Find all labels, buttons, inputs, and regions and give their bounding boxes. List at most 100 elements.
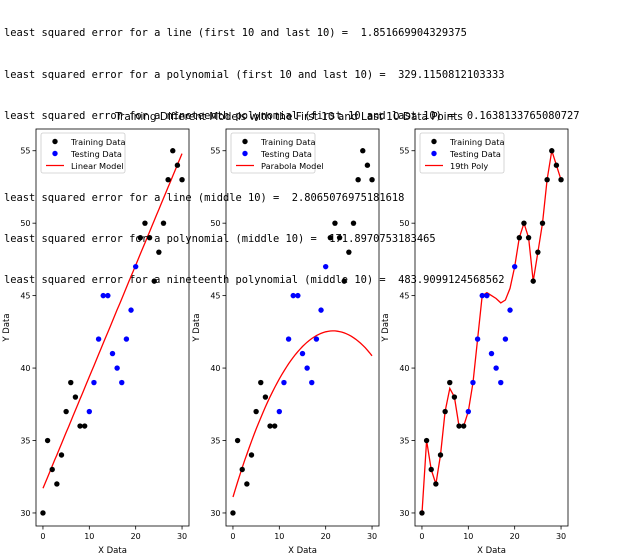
x-axis-label: X Data xyxy=(477,546,506,556)
x-tick-label: 30 xyxy=(367,532,377,541)
legend-label: Parabola Model xyxy=(261,161,324,171)
y-tick-label: 30 xyxy=(399,509,409,518)
training-point xyxy=(423,437,430,444)
y-tick-label: 30 xyxy=(20,509,30,518)
y-tick-label: 45 xyxy=(20,292,30,301)
legend-label: Testing Data xyxy=(449,149,501,159)
legend-label: Training Data xyxy=(449,137,504,147)
training-point xyxy=(248,452,255,458)
training-point xyxy=(156,249,162,255)
training-point xyxy=(151,278,157,284)
y-tick-label: 40 xyxy=(210,364,220,373)
output-line: least squared error for a line (first 10… xyxy=(4,27,467,40)
training-point xyxy=(451,394,458,400)
model-curve xyxy=(42,153,183,489)
training-point xyxy=(54,481,60,487)
training-point xyxy=(244,481,250,487)
x-tick-label: 0 xyxy=(419,532,424,541)
training-point xyxy=(49,466,55,473)
testing-point xyxy=(484,292,490,299)
testing-point xyxy=(474,336,481,342)
console-output: least squared error for a line (first 10… xyxy=(4,0,580,301)
testing-point xyxy=(295,292,301,299)
y-tick-label: 35 xyxy=(20,437,30,446)
output-line: least squared error for a polynomial (mi… xyxy=(4,232,436,245)
training-point xyxy=(442,408,448,415)
figure-title: Training Different Models with the First… xyxy=(114,111,463,123)
legend-label: Testing Data xyxy=(70,149,122,159)
legend-marker xyxy=(431,150,437,157)
training-point xyxy=(160,220,167,226)
testing-point xyxy=(285,336,292,342)
legend xyxy=(230,132,316,174)
training-point xyxy=(253,408,259,415)
x-tick-label: 30 xyxy=(556,532,566,541)
training-point xyxy=(170,148,176,154)
y-tick-label: 40 xyxy=(399,364,409,373)
x-tick-label: 10 xyxy=(463,532,473,541)
axes-frame xyxy=(35,128,190,527)
testing-point xyxy=(290,292,296,299)
x-tick-label: 20 xyxy=(131,532,141,541)
training-point xyxy=(350,220,357,226)
training-point xyxy=(447,379,453,386)
testing-point xyxy=(479,292,485,299)
testing-point xyxy=(299,350,306,357)
training-point xyxy=(63,408,69,415)
x-tick-label: 30 xyxy=(177,532,187,541)
training-point xyxy=(355,177,361,183)
y-tick-label: 55 xyxy=(399,147,409,156)
training-point xyxy=(40,510,46,516)
legend-label: Training Data xyxy=(70,137,125,147)
training-point xyxy=(81,423,88,429)
legend-label: Testing Data xyxy=(260,149,312,159)
x-tick-label: 10 xyxy=(274,532,284,541)
training-point xyxy=(549,148,555,154)
training-point xyxy=(258,379,264,386)
legend-marker xyxy=(242,138,248,145)
testing-point xyxy=(128,307,134,313)
testing-point xyxy=(86,408,93,415)
training-point xyxy=(369,177,375,183)
testing-point xyxy=(488,350,495,357)
y-axis-label: Y Data xyxy=(2,313,12,342)
testing-point xyxy=(493,365,499,371)
x-tick-label: 0 xyxy=(40,532,45,541)
x-tick-label: 10 xyxy=(84,532,94,541)
y-axis-label: Y Data xyxy=(381,313,391,342)
training-point xyxy=(558,177,564,183)
testing-point xyxy=(132,263,139,270)
testing-point xyxy=(309,379,315,386)
training-point xyxy=(530,278,536,284)
testing-point xyxy=(91,379,97,386)
y-tick-label: 40 xyxy=(20,364,30,373)
output-line: least squared error for a line (middle 1… xyxy=(4,191,405,204)
training-point xyxy=(77,423,83,429)
training-point xyxy=(535,249,541,255)
legend-label: Training Data xyxy=(260,137,315,147)
legend xyxy=(419,132,505,174)
training-point xyxy=(332,220,338,226)
training-point xyxy=(428,466,434,473)
testing-point xyxy=(109,350,116,357)
y-tick-label: 45 xyxy=(210,292,220,301)
y-tick-label: 45 xyxy=(399,292,409,301)
output-line: least squared error for a nineteenth pol… xyxy=(4,273,505,286)
legend-marker xyxy=(52,150,58,157)
training-point xyxy=(239,466,245,473)
model-curve xyxy=(232,330,373,498)
axes-frame xyxy=(414,128,569,527)
training-point xyxy=(460,423,467,429)
y-axis-label: Y Data xyxy=(192,313,202,342)
testing-point xyxy=(313,336,320,342)
training-point xyxy=(327,234,334,241)
testing-point xyxy=(470,379,476,386)
testing-point xyxy=(502,336,509,342)
training-point xyxy=(142,220,148,226)
legend-marker xyxy=(242,150,248,157)
testing-point xyxy=(281,379,287,386)
y-tick-label: 35 xyxy=(210,437,220,446)
testing-point xyxy=(511,263,518,270)
training-point xyxy=(516,234,523,241)
